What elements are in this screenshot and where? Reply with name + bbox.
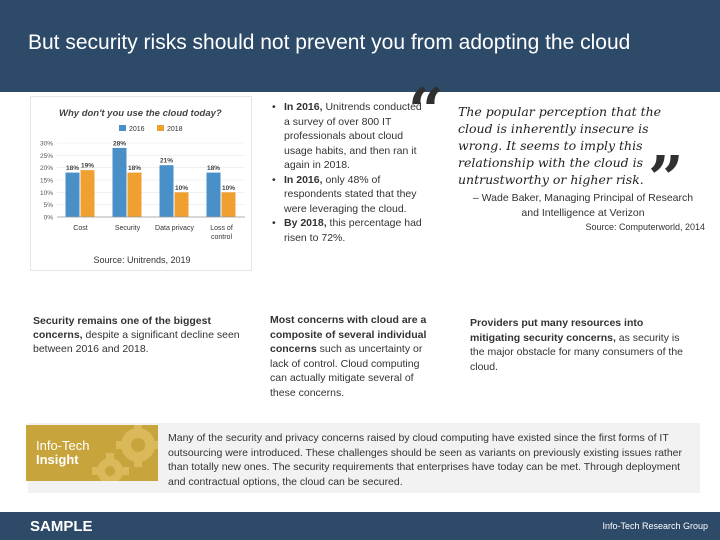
- category-label: Data privacy: [155, 225, 194, 232]
- footer-bar: SAMPLE Info-Tech Research Group: [0, 512, 720, 540]
- close-quote-mark: ”: [648, 142, 684, 215]
- category-label: Cost: [73, 225, 87, 232]
- category-label: control: [211, 234, 232, 241]
- y-tick-label: 10%: [40, 190, 53, 197]
- bar-2018: [174, 192, 189, 217]
- insight-brand: Info-Tech: [36, 438, 90, 453]
- y-tick-label: 0%: [44, 215, 54, 222]
- gear-icon: [92, 425, 158, 481]
- bullet-marker: •: [272, 101, 276, 113]
- chart-title: Why don't you use the cloud today?: [59, 108, 222, 119]
- bar-2018: [80, 170, 95, 217]
- open-quote-mark: “: [408, 74, 444, 147]
- category-label: Loss of: [210, 225, 233, 232]
- chart-canvas: Why don't you use the cloud today? 2016 20…: [40, 108, 245, 241]
- sample-label: SAMPLE: [30, 518, 93, 535]
- composite-bold: Most concerns with cloud are a composite…: [270, 314, 427, 355]
- data-label: 10%: [222, 185, 235, 192]
- legend-label: 2016: [129, 126, 145, 133]
- bullet-item: • By 2018, this percentage had risen to 7…: [270, 216, 430, 245]
- chart-source: Source: Unitrends, 2019: [93, 255, 191, 265]
- bullet-text: only 48% of respondents stated that they…: [284, 173, 417, 215]
- data-label: 18%: [66, 165, 79, 172]
- data-label: 21%: [160, 158, 173, 165]
- data-label: 18%: [207, 165, 220, 172]
- quote-text: The popular perception that the cloud is…: [458, 104, 662, 187]
- bar-2018: [221, 192, 236, 217]
- bullet-item: • In 2016, Unitrends conducted a survey o…: [270, 100, 430, 173]
- bar-2016: [159, 165, 174, 217]
- bar-2018: [127, 172, 142, 217]
- bullet-marker: •: [272, 217, 276, 229]
- quote-attribution: – Wade Baker, Managing Principal of Rese…: [472, 192, 694, 219]
- providers-note: Providers put many resources into mitiga…: [470, 316, 685, 374]
- bar-2016: [206, 172, 221, 217]
- security-concern-note: Security remains one of the biggest conc…: [33, 314, 248, 356]
- data-label: 28%: [113, 140, 126, 147]
- insight-text: Many of the security and privacy concern…: [168, 432, 683, 488]
- providers-bold: Providers put many resources into mitiga…: [470, 317, 644, 344]
- data-label: 10%: [175, 185, 188, 192]
- insight-label: Insight: [36, 452, 79, 467]
- composite-rest: such as uncertainty or lack of control. …: [270, 343, 423, 399]
- footer-brand: Info-Tech Research Group: [602, 521, 708, 531]
- y-tick-label: 30%: [40, 141, 53, 148]
- quote-source: Source: Computerworld, 2014: [585, 222, 705, 232]
- legend-swatch: [157, 125, 164, 131]
- y-tick-label: 5%: [44, 202, 54, 209]
- bullet-bold: By 2018,: [284, 217, 327, 229]
- bullet-marker: •: [272, 173, 276, 186]
- title-bar: But security risks should not prevent yo…: [0, 0, 720, 92]
- legend-label: 2018: [167, 126, 183, 133]
- legend-swatch: [119, 125, 126, 131]
- bullet-bold: In 2016,: [284, 101, 323, 113]
- survey-bullets: • In 2016, Unitrends conducted a survey o…: [270, 100, 430, 245]
- page-title: But security risks should not prevent yo…: [28, 31, 631, 54]
- bullet-item: • In 2016, only 48% of respondents stated…: [270, 173, 430, 217]
- security-concern-rest: despite a significant decline seen betwe…: [33, 329, 240, 355]
- y-tick-label: 25%: [40, 153, 53, 160]
- composite-concerns-note: Most concerns with cloud are a composite…: [270, 313, 430, 400]
- y-tick-label: 20%: [40, 165, 53, 172]
- bullet-bold: In 2016,: [284, 173, 323, 186]
- survey-chart: Why don't you use the cloud today? 2016 20…: [30, 96, 252, 271]
- bullet-text: Unitrends conducted a survey of over 800…: [284, 101, 422, 171]
- security-concern-bold: Security remains one of the biggest conc…: [33, 315, 211, 341]
- providers-rest: as security is the major obstacle for ma…: [470, 331, 684, 373]
- data-label: 19%: [81, 163, 94, 170]
- data-label: 18%: [128, 165, 141, 172]
- info-tech-insight-logo: Info-Tech Insight: [26, 425, 158, 481]
- bar-2016: [112, 147, 127, 217]
- bar-2016: [65, 172, 80, 217]
- y-tick-label: 15%: [40, 178, 53, 185]
- bullet-text: this percentage had risen to 72%.: [284, 217, 422, 244]
- category-label: Security: [115, 225, 141, 232]
